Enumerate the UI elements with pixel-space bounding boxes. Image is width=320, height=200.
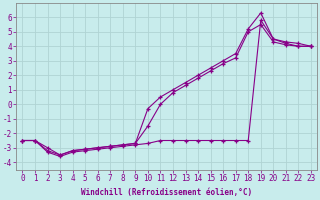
X-axis label: Windchill (Refroidissement éolien,°C): Windchill (Refroidissement éolien,°C) [81, 188, 252, 197]
